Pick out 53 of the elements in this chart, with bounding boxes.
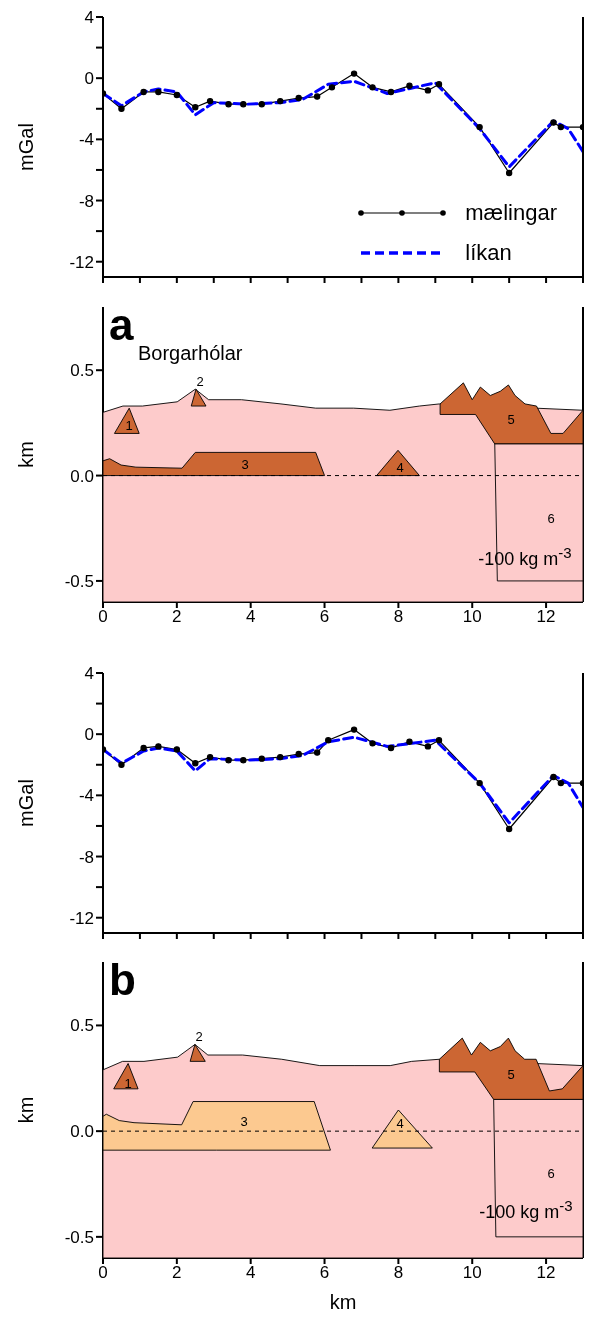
y-tick-label: 4 [84,664,94,684]
annotation: 5 [507,411,515,427]
x-tick-label: 4 [245,607,256,627]
annotation: 2 [195,1028,203,1044]
y-tick-label: 0.5 [70,361,94,381]
y-tick-label: -0.5 [64,1227,94,1247]
y-axis-title: mGal [15,123,38,171]
y-tick-label: 0.0 [70,1122,94,1142]
x-tick-label: 2 [172,607,182,627]
annotation: 6 [547,1165,555,1181]
y-tick-label: -0.5 [64,571,94,591]
y-axis-title: mGal [15,779,38,827]
annotation: 3 [241,456,249,472]
x-tick-label: 0 [98,607,108,627]
annotation: 3 [240,1113,248,1129]
x-axis-title: km [329,1291,357,1313]
x-tick-label: 12 [536,607,556,627]
annotation: Borgarhólar [138,342,243,364]
annotation: 1 [124,1075,132,1091]
chart-title: b [109,955,136,1004]
y-tick-label: -8 [78,847,94,867]
legend-label: líkan [465,240,512,266]
y-tick-label: 0 [84,725,94,745]
annotation: -100 kg m$^{-3}$ [478,543,572,569]
x-tick-label: 12 [536,1263,556,1283]
legend-label: mælingar [465,200,557,226]
chart-title: a [109,300,134,349]
y-axis-title: km [15,441,38,468]
annotation: 4 [396,459,404,475]
x-tick-label: 4 [245,1263,256,1283]
x-tick-label: 6 [319,1263,330,1283]
x-tick-label: 10 [462,607,482,627]
x-tick-label: 8 [393,1263,404,1283]
x-tick-label: 6 [319,607,330,627]
y-tick-label: 4 [84,8,94,28]
x-tick-label: 8 [393,607,404,627]
annotation: 2 [196,373,204,389]
y-tick-label: -8 [78,191,94,211]
y-tick-label: 0 [84,69,94,89]
y-tick-label: -4 [78,130,94,150]
y-tick-label: 0.5 [70,1016,94,1036]
y-axis-title: km [15,1096,38,1124]
x-tick-label: 2 [172,1263,182,1283]
annotation: 6 [547,510,555,526]
y-tick-label: 0.0 [70,466,94,486]
y-tick-label: -12 [69,252,94,272]
annotation: 5 [507,1066,515,1082]
y-tick-label: -4 [78,786,94,806]
annotation: 4 [396,1115,404,1131]
y-tick-label: -12 [69,908,94,928]
x-tick-label: 0 [98,1263,108,1283]
annotation: 1 [125,417,133,433]
x-tick-label: 10 [462,1263,482,1283]
